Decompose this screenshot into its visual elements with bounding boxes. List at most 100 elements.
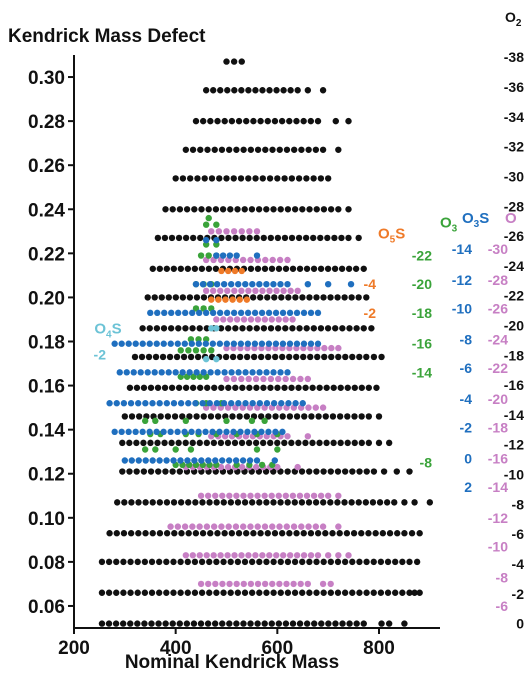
data-point [289,325,296,332]
data-point [297,375,304,383]
data-point [194,175,201,182]
data-point [179,413,186,420]
data-point [270,369,277,376]
data-point [182,325,189,332]
data-point [225,146,233,153]
data-point [286,530,293,537]
data-point [353,620,360,627]
data-point [177,400,185,407]
data-point [214,530,221,537]
y-tick-label: 0.20 [28,288,65,309]
data-point [238,58,245,65]
data-point [290,146,298,153]
annotation-value: -26 [488,300,508,316]
data-point [250,353,258,361]
data-point [327,499,334,506]
data-point [141,446,149,453]
data-point [270,281,277,288]
data-point [352,265,360,272]
data-point [240,316,248,323]
data-point [313,206,320,213]
data-point [252,552,259,559]
data-point [212,265,220,272]
data-point [163,400,171,407]
data-point [214,413,222,420]
annotation-header-tail: S [395,226,405,243]
data-point [125,340,132,347]
data-point [214,117,221,125]
data-point [178,530,185,537]
data-point [341,468,349,475]
data-point [235,117,243,125]
data-point [332,325,339,332]
data-point [356,589,363,596]
data-point [210,439,218,447]
data-point [274,384,281,391]
data-point [151,369,158,376]
data-point [175,234,183,242]
data-point [272,428,279,436]
data-point [324,552,332,559]
data-point [258,428,265,436]
data-point [391,589,399,596]
data-point [238,439,246,447]
data-point [144,369,151,376]
data-point [257,413,265,420]
data-point [271,294,278,301]
data-point [196,552,203,559]
data-point [216,175,223,182]
data-point [161,309,168,317]
data-point [177,589,184,596]
data-point [239,457,247,464]
data-point [335,344,342,352]
data-point [202,428,209,436]
data-point [217,439,225,447]
data-point [193,294,201,301]
data-point [156,265,164,272]
data-point [140,384,148,391]
data-point [282,375,289,383]
data-point [259,552,266,559]
data-point [197,492,205,499]
y-tick-label: 0.24 [28,200,65,221]
annotation-header-base: O [94,320,106,337]
data-point [378,620,385,627]
x-tick-label: 200 [58,638,90,659]
data-point [282,492,290,499]
data-point [319,404,327,411]
data-point [293,530,300,537]
data-point [191,558,199,566]
data-point [168,309,175,317]
data-point [119,620,127,627]
data-point [220,400,228,407]
data-point [204,620,212,627]
data-point [235,530,243,537]
data-point [334,468,342,475]
data-point [223,58,230,65]
data-point [226,316,234,323]
data-point [198,206,205,213]
data-point [306,294,313,301]
data-point [310,492,318,499]
data-point [210,87,217,94]
data-point [307,309,315,317]
data-point [218,384,225,391]
data-point [232,523,240,530]
data-point [286,413,294,420]
data-point [411,499,418,506]
data-point [391,558,399,566]
data-point [270,206,277,213]
data-point [280,552,287,559]
data-point [284,558,292,566]
data-point [204,492,212,499]
data-point [170,589,177,596]
data-point [227,589,234,596]
data-point [192,400,199,407]
data-point [356,468,363,475]
data-point [137,369,144,376]
series-scale-annotations: O5S-4-2O3-22-20-18-16-14-8O3S-14-12-10-8… [94,210,517,614]
data-point [268,265,276,272]
data-point [185,347,192,354]
data-point [294,287,301,295]
